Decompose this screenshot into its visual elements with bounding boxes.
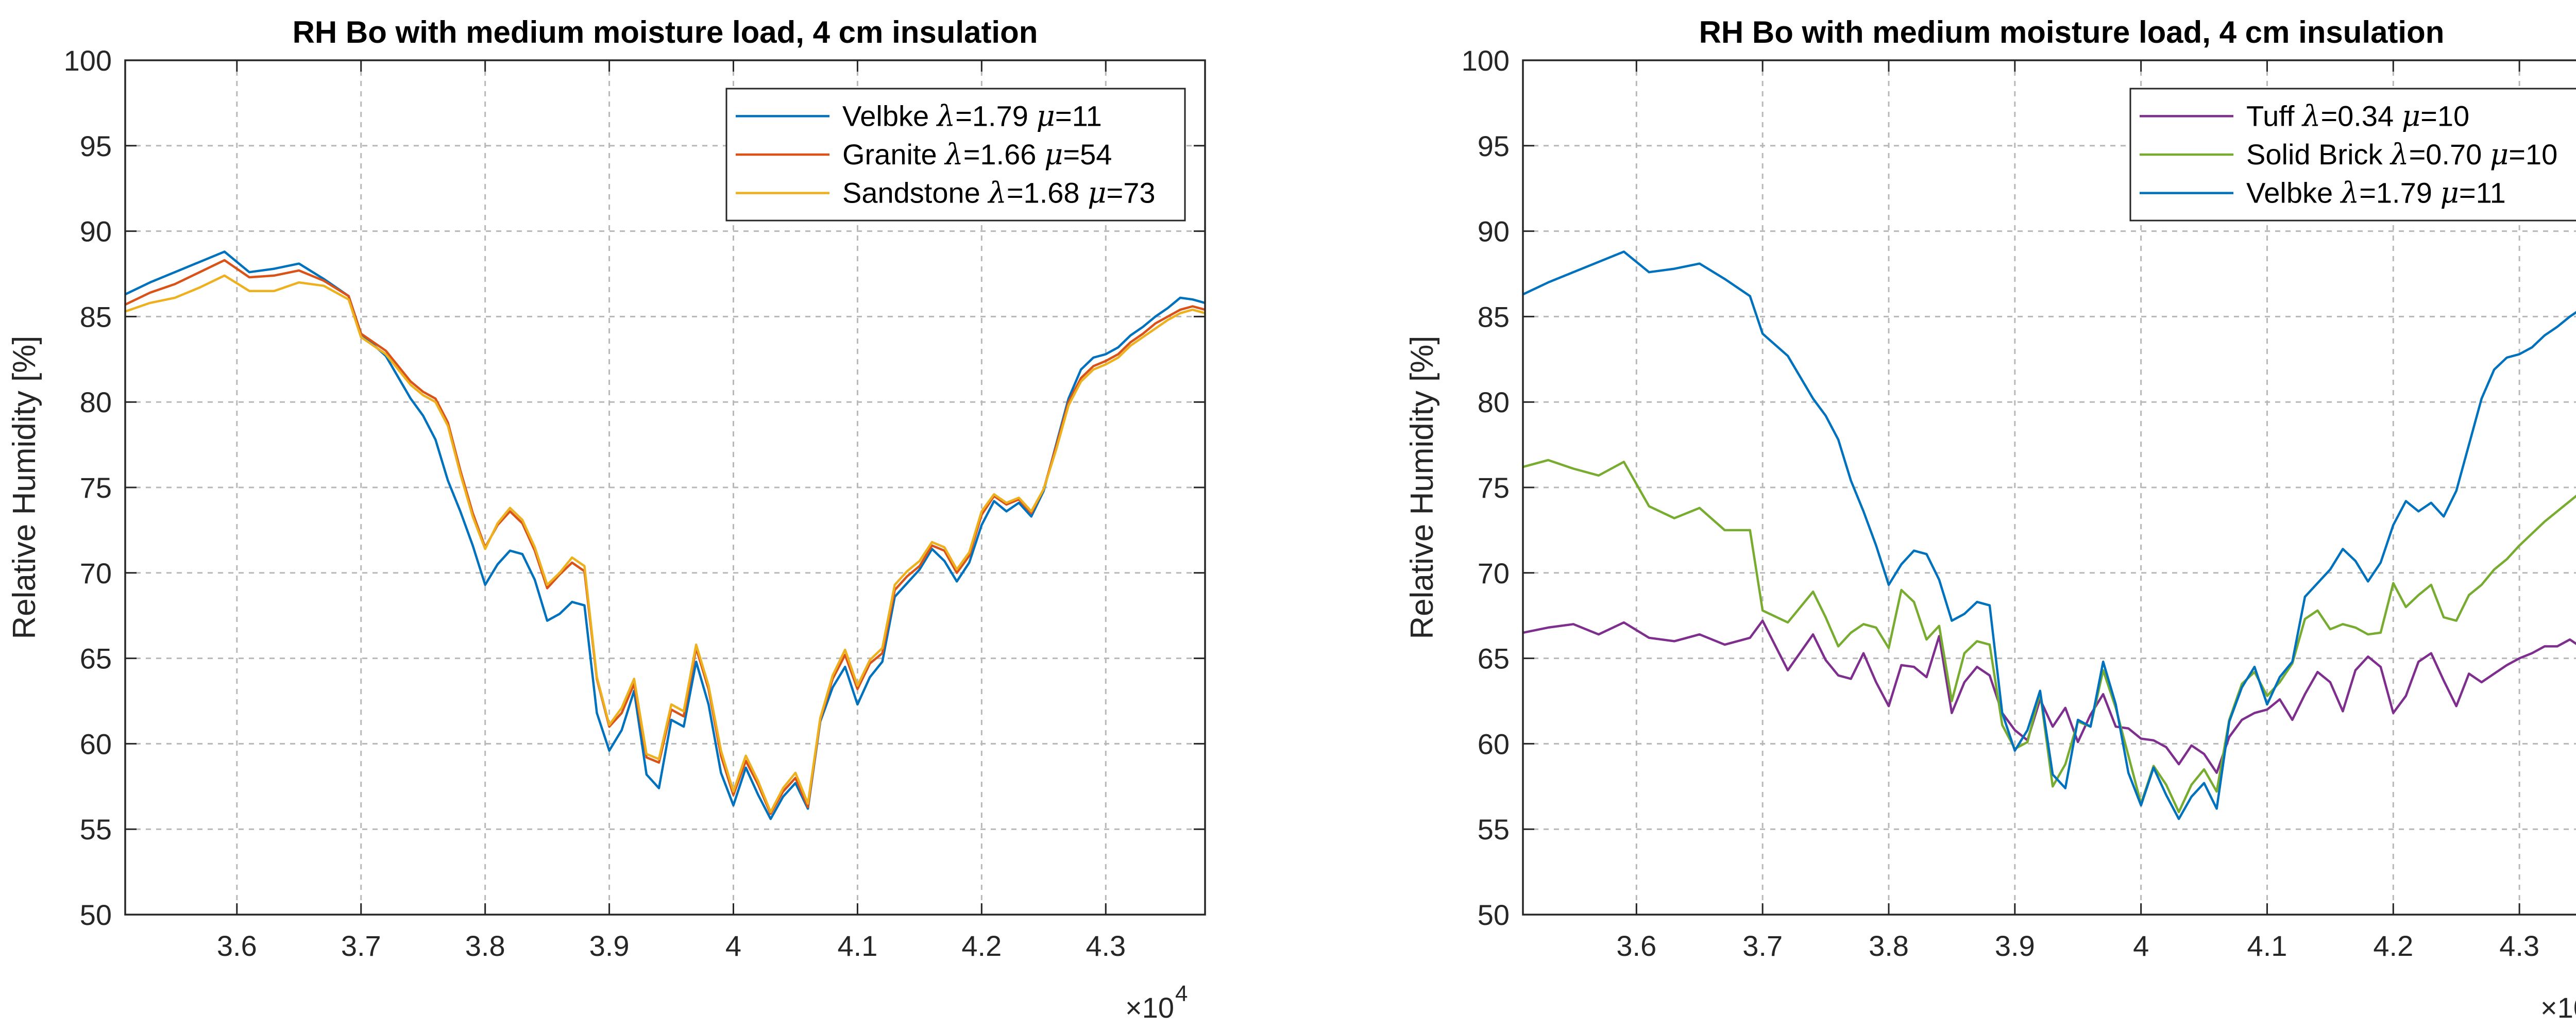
- series-line-velbke: [1522, 250, 2576, 820]
- x-tick-label: 4.1: [837, 930, 877, 962]
- x-tick-label: 4.2: [961, 930, 1002, 962]
- series-line-sandstone: [125, 274, 1206, 814]
- x-exponent-label: ×10: [1125, 991, 1174, 1024]
- chart-title: RH Bo with medium moisture load, 4 cm in…: [1699, 15, 2445, 49]
- x-exponent-label: ×10: [2540, 991, 2576, 1024]
- y-tick-label: 100: [1462, 44, 1510, 77]
- y-tick-label: 95: [1478, 130, 1510, 162]
- legend-entry: Solid Brick λ=0.70 μ=10: [2246, 138, 2557, 172]
- x-exponent-power: 4: [1175, 981, 1188, 1006]
- legend: Velbke λ=1.79 μ=11 Granite λ=1.66 μ=54 San…: [725, 88, 1186, 222]
- y-tick-label: 50: [1478, 899, 1510, 931]
- y-axis-label: Relative Humidity [%]: [1404, 335, 1440, 639]
- series-line-tuff: [1522, 619, 2576, 774]
- chart-1: 3.6 3.7 3.8 3.9 4 4.1 4.2 4.3 50 55 60 65 70 75 80 85 90…: [7, 15, 1206, 1024]
- legend: Tuff λ=0.34 μ=10 Solid Brick λ=0.70 μ=10 V…: [2129, 88, 2576, 222]
- x-tick-label: 4: [2133, 930, 2149, 962]
- y-tick-label: 80: [80, 386, 112, 418]
- y-tick-label: 65: [1478, 643, 1510, 675]
- y-tick-label: 70: [1478, 557, 1510, 589]
- x-tick-label: 3.6: [1616, 930, 1656, 962]
- y-tick-label: 50: [80, 899, 112, 931]
- x-tick-label: 3.7: [341, 930, 381, 962]
- y-tick-label: 85: [80, 300, 112, 333]
- y-tick-label: 85: [1478, 300, 1510, 333]
- y-tick-label: 80: [1478, 386, 1510, 418]
- x-tick-label: 4.3: [1086, 930, 1126, 962]
- x-tick-label: 3.7: [1742, 930, 1783, 962]
- y-tick-label: 60: [80, 728, 112, 760]
- legend-entry: Granite λ=1.66 μ=54: [842, 138, 1112, 172]
- legend-entry: Tuff λ=0.34 μ=10: [2246, 99, 2469, 133]
- y-tick-label: 90: [1478, 215, 1510, 248]
- x-tick-label: 4.1: [2247, 930, 2287, 962]
- y-tick-label: 70: [80, 557, 112, 589]
- x-tick-label: 3.9: [1995, 930, 2035, 962]
- x-tick-label: 4.3: [2499, 930, 2539, 962]
- y-tick-label: 75: [1478, 471, 1510, 504]
- y-tick-label: 55: [80, 813, 112, 846]
- y-tick-label: 100: [64, 44, 112, 77]
- y-tick-label: 90: [80, 215, 112, 248]
- x-tick-label: 4.2: [2373, 930, 2413, 962]
- legend-entry: Sandstone λ=1.68 μ=73: [842, 177, 1156, 210]
- legend-entry: Velbke λ=1.79 μ=11: [842, 99, 1102, 133]
- y-tick-label: 95: [80, 130, 112, 162]
- x-tick-label: 3.6: [217, 930, 257, 962]
- x-tick-label: 3.8: [465, 930, 505, 962]
- x-tick-label: 4: [725, 930, 741, 962]
- y-tick-label: 55: [1478, 813, 1510, 846]
- y-axis-label: Relative Humidity [%]: [7, 335, 42, 639]
- y-tick-label: 60: [1478, 728, 1510, 760]
- chart-2: 3.6 3.7 3.8 3.9 4 4.1 4.2 4.3 50 55 60 65 70 75 80 85 90…: [1404, 15, 2576, 1024]
- y-tick-label: 75: [80, 471, 112, 504]
- x-tick-label: 3.9: [589, 930, 630, 962]
- chart-title: RH Bo with medium moisture load, 4 cm in…: [293, 15, 1038, 49]
- legend-entry: Velbke λ=1.79 μ=11: [2246, 177, 2506, 210]
- y-tick-label: 65: [80, 643, 112, 675]
- x-tick-label: 3.8: [1869, 930, 1909, 962]
